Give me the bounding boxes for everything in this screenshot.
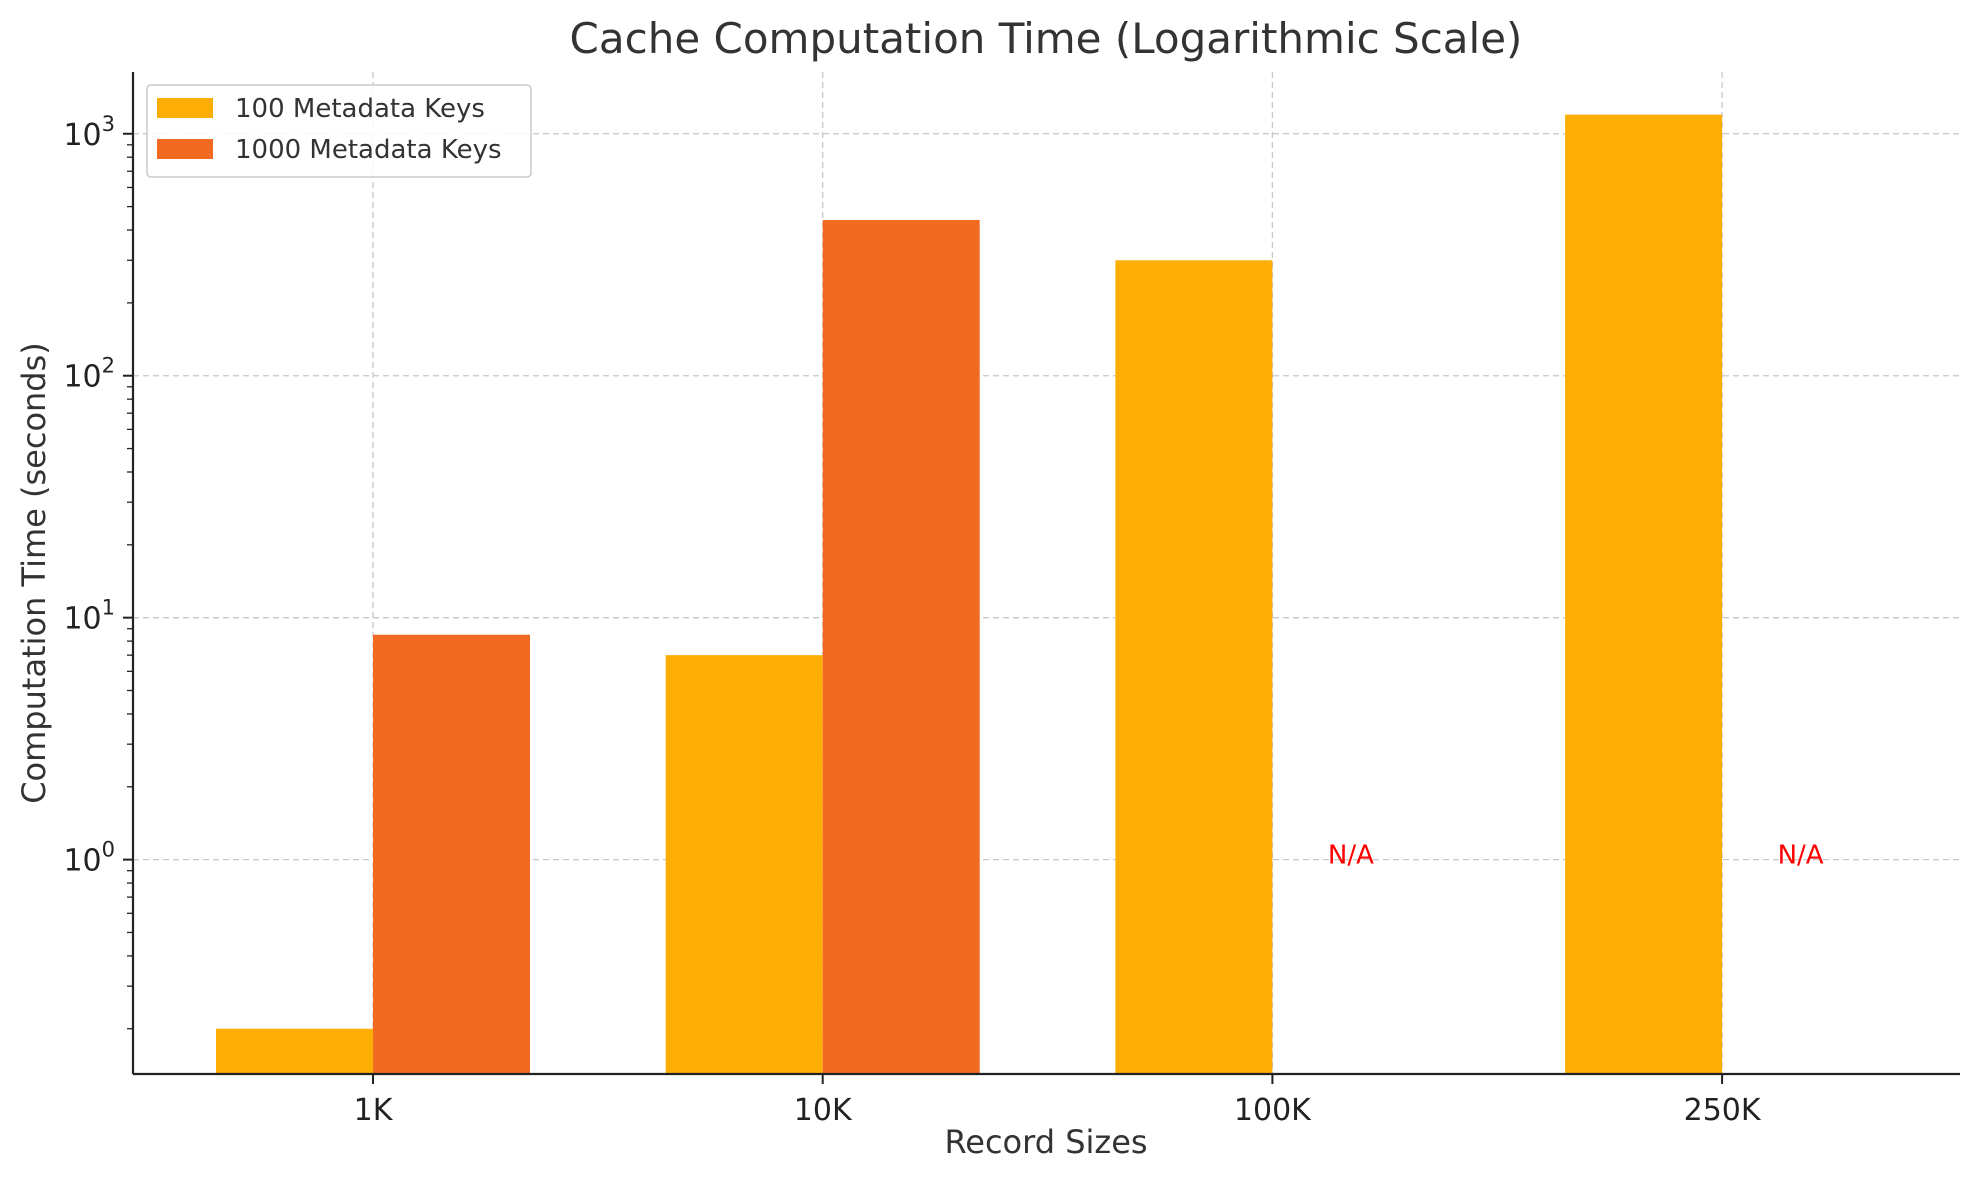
y-tick-label: 100	[63, 838, 115, 879]
y-tick-label: 102	[63, 354, 115, 395]
bar-100-keys-1K	[216, 1028, 373, 1074]
bar-100-keys-10K	[665, 655, 823, 1074]
y-tick-base: 10	[63, 844, 101, 879]
x-tick-label: 1K	[354, 1093, 394, 1128]
bar-1000-keys-1K	[373, 634, 530, 1074]
x-tick-label: 100K	[1234, 1093, 1312, 1128]
x-ticks: 1K 10K 100K 250K	[354, 1074, 1762, 1128]
y-tick-exponent: 3	[102, 112, 115, 136]
y-tick-exponent: 0	[102, 838, 115, 862]
y-tick-base: 10	[63, 118, 101, 153]
legend-swatch	[157, 139, 213, 159]
y-tick-base: 10	[63, 602, 101, 637]
legend-label: 100 Metadata Keys	[235, 94, 485, 124]
chart-title: Cache Computation Time (Logarithmic Scal…	[570, 14, 1523, 63]
y-tick-base: 10	[63, 360, 101, 395]
bar-100-keys-250K	[1565, 114, 1723, 1074]
bar-1000-keys-10K	[822, 220, 980, 1074]
y-tick-label: 103	[63, 112, 115, 153]
y-tick-label: 101	[63, 596, 115, 637]
x-tick-label: 10K	[794, 1093, 853, 1128]
na-annotation: N/A	[1328, 840, 1374, 870]
axes	[131, 72, 1960, 1076]
annotations: N/A N/A	[1328, 840, 1824, 870]
legend: 100 Metadata Keys 1000 Metadata Keys	[146, 84, 532, 178]
x-axis-label: Record Sizes	[944, 1123, 1147, 1161]
bars	[216, 114, 1723, 1074]
bar-100-keys-100K	[1115, 260, 1273, 1074]
x-tick-label: 250K	[1684, 1093, 1762, 1128]
y-axis-label: Computation Time (seconds)	[15, 342, 53, 804]
legend-box	[146, 84, 532, 178]
na-annotation: N/A	[1778, 840, 1824, 870]
y-tick-exponent: 1	[102, 596, 115, 620]
legend-label: 1000 Metadata Keys	[235, 135, 502, 165]
legend-swatch	[157, 98, 213, 118]
y-tick-exponent: 2	[102, 354, 115, 378]
